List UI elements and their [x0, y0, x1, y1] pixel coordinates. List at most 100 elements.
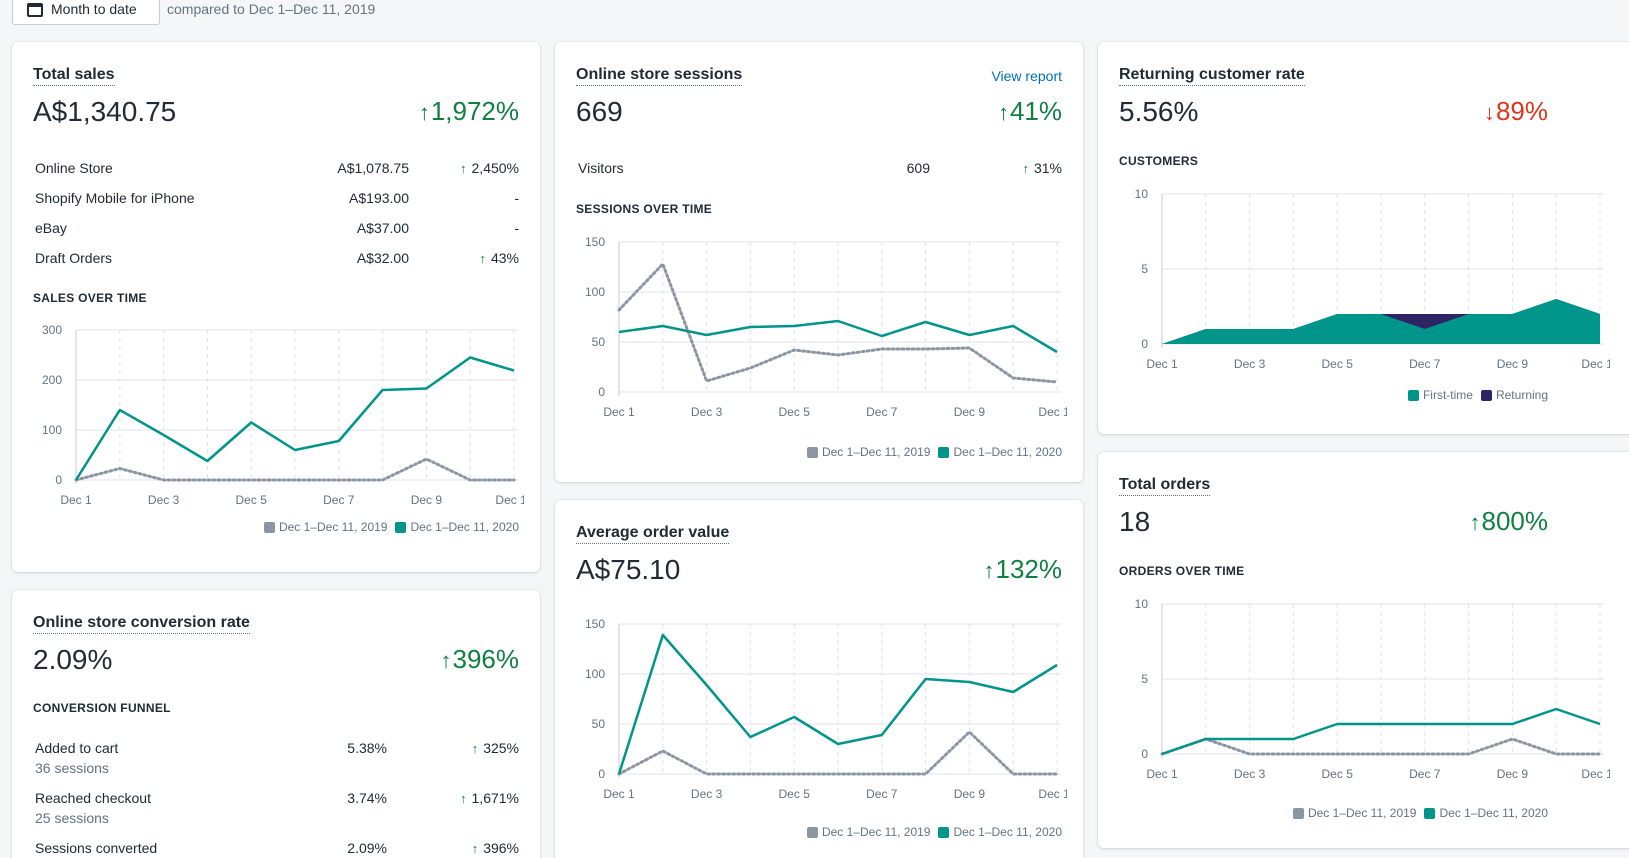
total-sales-title[interactable]: Total sales — [33, 66, 115, 86]
sessions-title[interactable]: Online store sessions — [576, 66, 743, 86]
funnel-row-change-value: 396% — [483, 840, 519, 856]
x-tick-label: Dec 5 — [236, 493, 268, 507]
arrow-up-icon: ↑ — [997, 100, 1009, 125]
average-order-value-card: Average order value A$75.10 ↑132% 0 50 100… — [555, 500, 1083, 858]
conversion-funnel-title: CONVERSION FUNNEL — [33, 701, 171, 715]
funnel-row-label: Reached checkout — [35, 790, 151, 806]
y-tick-label: 5 — [1141, 672, 1148, 686]
x-tick-label: Dec 3 — [1234, 357, 1266, 371]
x-tick-label: Dec 5 — [1322, 357, 1354, 371]
legend-swatch — [1292, 807, 1304, 819]
sessions-change-value: 41% — [1009, 96, 1062, 126]
legend-swatch — [1424, 807, 1436, 819]
conversion-title[interactable]: Online store conversion rate — [33, 614, 250, 634]
chart-legend: Dec 1–Dec 11, 2019 Dec 1–Dec 11, 2020 — [799, 825, 1062, 839]
date-button-label: Month to date — [51, 0, 137, 17]
arrow-up-icon: ↑ — [471, 841, 479, 856]
month-to-date-button[interactable]: Month to date — [12, 0, 160, 25]
x-tick-label: Dec 1 — [60, 493, 92, 507]
visitors-change-value: 31% — [1033, 160, 1062, 176]
sales-row-value: A$193.00 — [349, 190, 409, 206]
x-tick-label: Dec 11 — [1581, 357, 1610, 371]
legend-item-first-time: First-time — [1407, 388, 1473, 402]
sales-row-change: - — [514, 190, 519, 206]
aov-value: A$75.10 — [576, 554, 681, 585]
x-tick-label: Dec 7 — [866, 405, 898, 419]
sales-row-change: ↑ 2,450% — [460, 160, 519, 176]
orders-title[interactable]: Total orders — [1119, 476, 1211, 496]
x-tick-label: Dec 3 — [1234, 767, 1266, 781]
view-report-link[interactable]: View report — [991, 68, 1062, 84]
y-tick-label: 0 — [598, 767, 605, 781]
y-tick-label: 300 — [42, 323, 62, 337]
x-tick-label: Dec 7 — [866, 787, 898, 801]
aov-title[interactable]: Average order value — [576, 524, 730, 544]
series-line-2019 — [617, 261, 1059, 384]
legend-label: Dec 1–Dec 11, 2020 — [1439, 806, 1548, 820]
series-line-2020 — [618, 319, 1058, 354]
visitors-label: Visitors — [578, 160, 624, 176]
y-tick-label: 100 — [42, 423, 62, 437]
legend-item-2020: Dec 1–Dec 11, 2020 — [938, 825, 1062, 839]
orders-chart-title: ORDERS OVER TIME — [1119, 564, 1245, 578]
sales-chart-title: SALES OVER TIME — [33, 291, 147, 305]
funnel-row-sub: 25 sessions — [35, 810, 109, 826]
arrow-up-icon: ↑ — [1469, 510, 1481, 535]
arrow-up-icon: ↑ — [440, 648, 452, 673]
conversion-rate-card: Online store conversion rate 2.09% ↑396%… — [12, 590, 540, 858]
aov-change: ↑132% — [984, 554, 1063, 585]
legend-item-2019: Dec 1–Dec 11, 2019 — [263, 520, 388, 534]
x-tick-label: Dec 11 — [1038, 787, 1067, 801]
customers-chart-title: CUSTOMERS — [1119, 154, 1199, 168]
funnel-row-change: ↑ 1,671% — [460, 790, 519, 806]
series-line-2020 — [617, 633, 1058, 775]
sales-row-label: Online Store — [35, 160, 113, 176]
arrow-up-icon: ↑ — [460, 161, 467, 176]
chart-legend: Dec 1–Dec 11, 2019 Dec 1–Dec 11, 2020 — [799, 445, 1062, 459]
funnel-row-change: ↑ 325% — [472, 740, 519, 756]
legend-item-2020: Dec 1–Dec 11, 2020 — [395, 520, 519, 534]
sales-row-change: ↑ 43% — [479, 250, 519, 266]
sales-over-time-chart: 0 100 200 300 Dec 1 Dec 3 Dec 5 Dec 7 Dec 9 Dec 1… — [42, 323, 524, 507]
x-tick-label: Dec 11 — [1581, 767, 1610, 781]
y-tick-label: 0 — [1141, 337, 1148, 351]
x-tick-label: Dec 1 — [1146, 357, 1178, 371]
x-tick-label: Dec 5 — [779, 405, 811, 419]
legend-swatch — [395, 521, 407, 533]
legend-swatch — [938, 446, 950, 458]
sales-row-change-value: 43% — [490, 250, 519, 266]
visitors-change: ↑ 31% — [1022, 160, 1062, 176]
x-tick-label: Dec 3 — [691, 405, 723, 419]
funnel-row-value: 3.74% — [347, 790, 387, 806]
sessions-chart-title: SESSIONS OVER TIME — [576, 202, 713, 216]
x-tick-label: Dec 1 — [1146, 767, 1178, 781]
sales-row-value: A$37.00 — [356, 220, 409, 236]
x-tick-label: Dec 5 — [779, 787, 811, 801]
orders-over-time-chart: 0 5 10 Dec 1 Dec 3 Dec 5 Dec 7 Dec 9 Dec 11 — [1135, 597, 1610, 781]
x-tick-label: Dec 9 — [1497, 767, 1529, 781]
total-sales-change-value: 1,972% — [430, 96, 519, 126]
y-tick-label: 200 — [42, 373, 62, 387]
legend-label: Dec 1–Dec 11, 2019 — [278, 520, 388, 534]
legend-item-2019: Dec 1–Dec 11, 2019 — [806, 445, 930, 459]
conversion-change: ↑396% — [441, 644, 520, 675]
y-tick-label: 150 — [585, 235, 605, 249]
compare-text: compared to Dec 1–Dec 11, 2019 — [167, 1, 376, 17]
series-line-2020 — [74, 356, 515, 481]
legend-label: First-time — [1422, 388, 1473, 402]
x-tick-label: Dec 9 — [411, 493, 443, 507]
x-tick-label: Dec 9 — [954, 787, 986, 801]
arrow-up-icon: ↑ — [418, 100, 430, 125]
date-range-bar: Month to date compared to Dec 1–Dec 11, … — [0, 0, 1629, 26]
funnel-row: Reached checkout 3.74% ↑ 1,671% — [33, 790, 519, 810]
x-tick-label: Dec 7 — [1409, 767, 1441, 781]
returning-title[interactable]: Returning customer rate — [1119, 66, 1305, 86]
arrow-down-icon: ↓ — [1483, 100, 1495, 125]
sales-row: eBay A$37.00 - — [33, 220, 519, 240]
funnel-row: Sessions converted 2.09% ↑ 396% — [33, 840, 519, 858]
arrow-up-icon: ↑ — [471, 741, 479, 756]
y-tick-label: 5 — [1141, 262, 1148, 276]
funnel-row-label: Sessions converted — [35, 840, 158, 856]
series-line-2019 — [1160, 737, 1602, 756]
legend-item-2019: Dec 1–Dec 11, 2019 — [806, 825, 930, 839]
